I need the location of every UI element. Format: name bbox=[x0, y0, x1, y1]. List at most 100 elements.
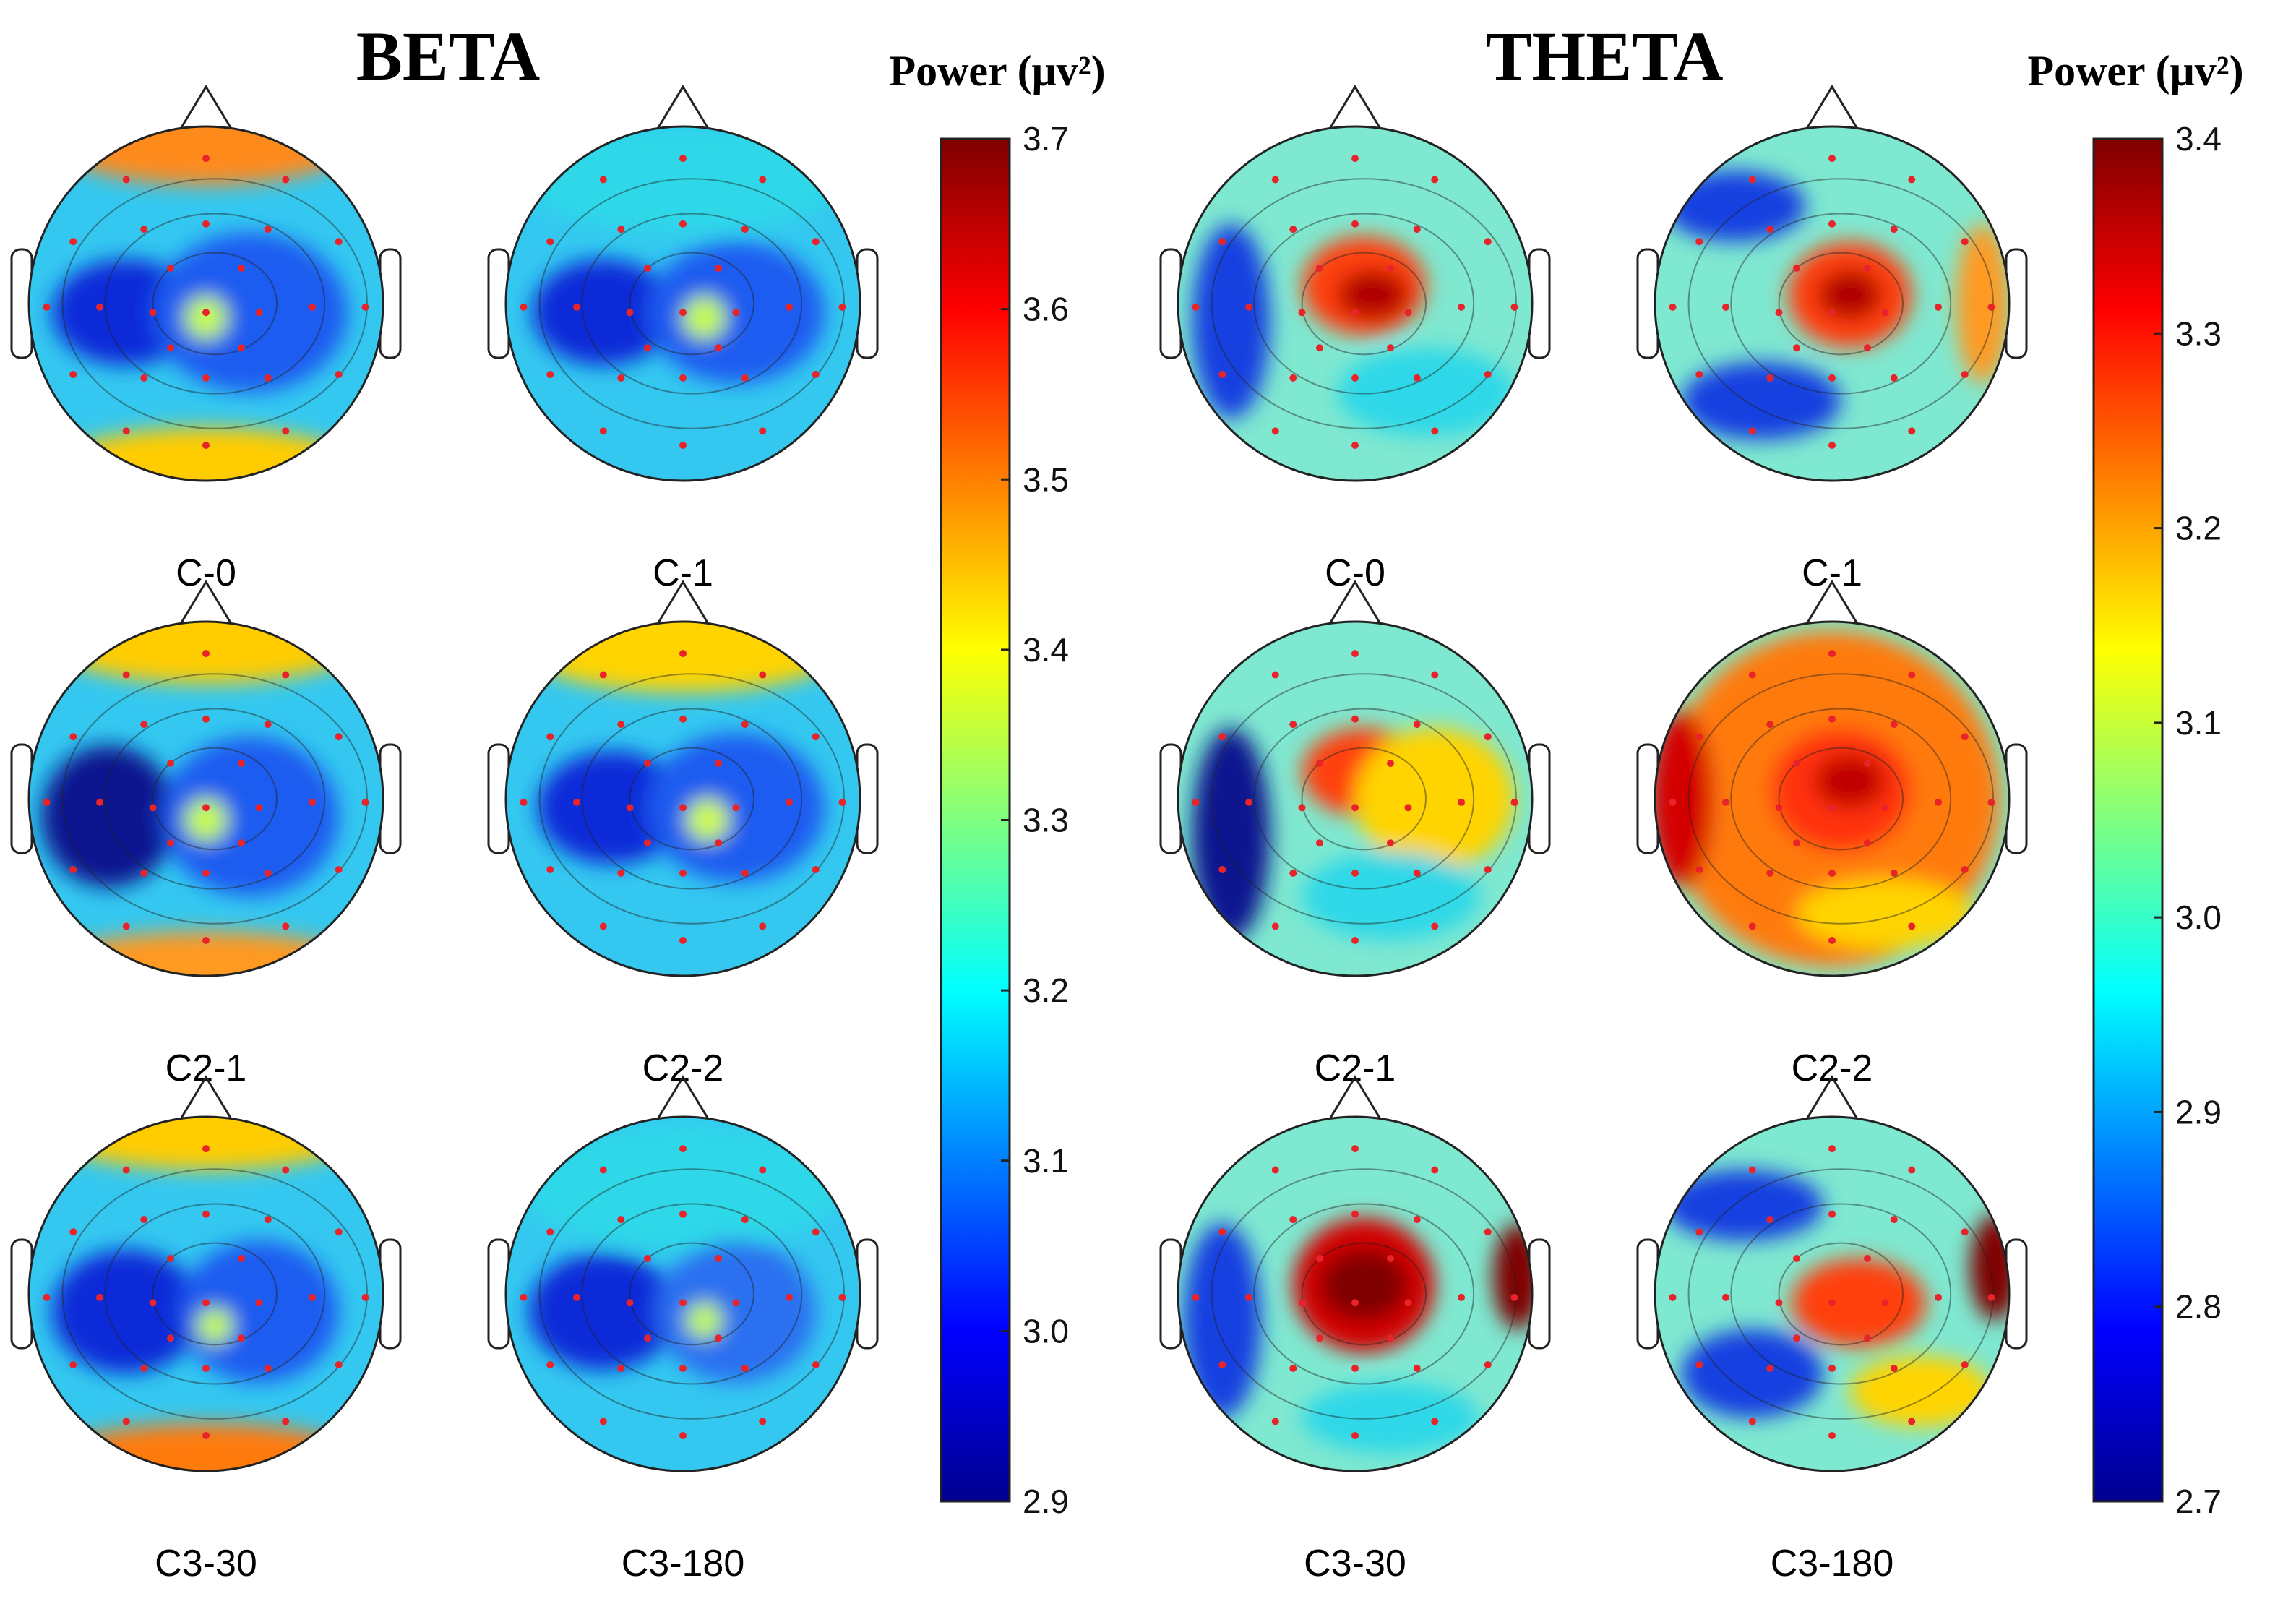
electrode-dot bbox=[1748, 671, 1756, 679]
head-nose bbox=[1803, 580, 1861, 628]
electrode-dot bbox=[43, 303, 51, 311]
electrode-dot bbox=[202, 715, 210, 723]
electrode-dot bbox=[1775, 309, 1783, 317]
head-nose bbox=[1326, 85, 1384, 133]
power-region bbox=[523, 622, 843, 692]
electrode-dot bbox=[1828, 220, 1836, 228]
electrode-dot bbox=[546, 1361, 554, 1368]
electrode-dot bbox=[1890, 721, 1898, 729]
electrode-dot bbox=[1413, 1364, 1421, 1372]
electrode-dot bbox=[335, 733, 343, 741]
topomap-field bbox=[29, 126, 383, 481]
electrode-dot bbox=[1271, 922, 1279, 930]
electrode-dot bbox=[1935, 303, 1942, 311]
contour-line bbox=[152, 252, 278, 356]
electrode-dot bbox=[1218, 866, 1226, 873]
electrode-dot bbox=[1987, 1293, 1995, 1301]
contour-line bbox=[1253, 1203, 1475, 1385]
electrode-dot bbox=[759, 176, 767, 184]
power-region bbox=[46, 622, 366, 684]
condition-label: C-1 bbox=[653, 552, 713, 594]
power-region bbox=[1681, 1329, 1823, 1418]
topomap-field bbox=[1655, 1117, 2009, 1471]
contour-line bbox=[1687, 1168, 1994, 1420]
electrode-dot bbox=[599, 922, 607, 930]
topomap-blobs bbox=[41, 622, 366, 976]
electrode-dot bbox=[617, 374, 625, 382]
power-region bbox=[46, 126, 366, 185]
electrode-dot bbox=[732, 1299, 740, 1307]
electrode-dot bbox=[1748, 176, 1756, 184]
power-region bbox=[51, 1249, 201, 1374]
contour-line bbox=[629, 747, 754, 851]
electrode-dot bbox=[812, 733, 820, 741]
contour-line bbox=[1301, 747, 1427, 851]
theta-power-label: Power (μv²) bbox=[2027, 47, 2243, 95]
electrode-dot bbox=[335, 238, 343, 246]
colorbar-tick-label: 3.2 bbox=[2175, 510, 2222, 547]
electrode-dot bbox=[1351, 1145, 1359, 1153]
electrode-dot bbox=[1828, 1364, 1836, 1372]
colorbar-tick-label: 2.7 bbox=[2175, 1483, 2222, 1520]
power-region bbox=[538, 750, 687, 865]
electrode-dot bbox=[1793, 1255, 1800, 1262]
electrode-dot bbox=[264, 869, 272, 877]
electrode-dot bbox=[202, 1145, 210, 1153]
electrode-dot bbox=[1289, 374, 1297, 382]
contour-line bbox=[1730, 1203, 1952, 1385]
electrode-dot bbox=[1890, 226, 1898, 233]
electrode-dot bbox=[238, 1334, 245, 1342]
electrode-dot bbox=[1351, 309, 1359, 317]
power-region bbox=[523, 126, 843, 233]
electrode-dot bbox=[1484, 371, 1492, 378]
electrode-dot bbox=[679, 155, 687, 163]
electrode-dot bbox=[1316, 1255, 1323, 1262]
electrode-dot bbox=[1298, 309, 1306, 317]
power-region bbox=[46, 1423, 366, 1471]
electrode-dot bbox=[43, 798, 51, 806]
electrode-dot bbox=[715, 265, 722, 272]
topomap-beta-1: C-1 bbox=[487, 85, 879, 594]
electrode-dot bbox=[1271, 1418, 1279, 1425]
electrode-dot bbox=[1908, 1166, 1916, 1174]
power-region bbox=[1797, 878, 1974, 950]
electrode-dot bbox=[1828, 869, 1836, 877]
electrode-dot bbox=[149, 804, 157, 812]
electrode-dot bbox=[715, 839, 722, 847]
electrode-dot bbox=[546, 733, 554, 741]
contour-line bbox=[538, 178, 845, 429]
electrode-dot bbox=[644, 1334, 651, 1342]
electrode-dot bbox=[759, 922, 767, 930]
power-region bbox=[161, 737, 339, 896]
contour-line bbox=[1778, 1242, 1904, 1346]
beta-topomap-grid: C-0 C-1 C2-1 C2-2 C3-30 C3-180 bbox=[10, 85, 879, 1584]
electrode-dot bbox=[1484, 733, 1492, 741]
electrode-dot bbox=[1828, 374, 1836, 382]
electrode-dot bbox=[679, 869, 687, 877]
power-region bbox=[1355, 728, 1515, 870]
electrode-dot bbox=[1413, 1216, 1421, 1224]
electrode-dot bbox=[202, 869, 210, 877]
topomap-beta-5: C3-180 bbox=[487, 1075, 879, 1584]
power-region bbox=[528, 1253, 678, 1371]
electrode-dot bbox=[599, 1418, 607, 1425]
head-outline bbox=[27, 620, 384, 977]
electrode-dot bbox=[1192, 798, 1200, 806]
electrode-dot bbox=[1908, 671, 1916, 679]
electrode-dot bbox=[1218, 238, 1226, 246]
electrode-dot bbox=[1271, 176, 1279, 184]
electrode-dot bbox=[573, 798, 580, 806]
contour-line bbox=[629, 1242, 754, 1346]
electrode-dot bbox=[202, 309, 210, 317]
electrode-dot bbox=[1218, 371, 1226, 378]
electrode-dot bbox=[1192, 303, 1200, 311]
electrode-dot bbox=[1404, 1299, 1412, 1307]
electrode-dot bbox=[679, 1299, 687, 1307]
topomap-field bbox=[1655, 126, 2009, 481]
electrode-dot bbox=[1431, 1166, 1439, 1174]
electrode-dot bbox=[1413, 869, 1421, 877]
electrode-dot bbox=[1351, 374, 1359, 382]
electrode-dot bbox=[1510, 303, 1518, 311]
electrode-dot bbox=[1245, 798, 1252, 806]
electrode-dot bbox=[309, 798, 316, 806]
